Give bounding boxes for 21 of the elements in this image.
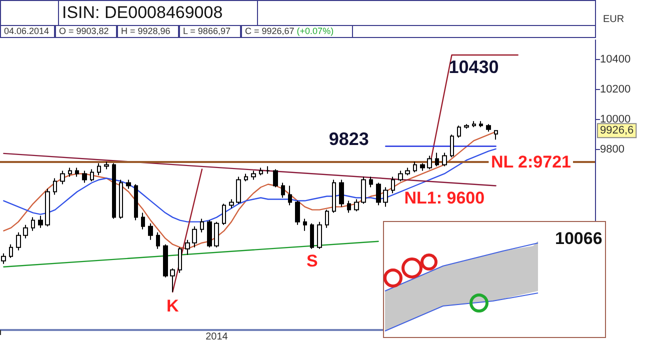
y-tick-label: 9800 (600, 144, 624, 156)
text: C = 9926,67 (245, 26, 294, 36)
text: 9926,6 (600, 124, 634, 137)
annotation: S (306, 251, 318, 270)
text: L = 9866,97 (179, 25, 241, 38)
annotation: K (166, 296, 180, 316)
text: H = 9928,96 (117, 25, 179, 38)
text: 04.06.2014 (0, 25, 55, 38)
ref-line-label: NL 2:9721 (490, 152, 571, 172)
y-tick-label: 10000 (600, 114, 631, 126)
x-tick-label: 2014 (206, 332, 228, 342)
y-tick-label: 10400 (600, 54, 631, 66)
text: (+0.07%) (296, 26, 334, 36)
y-tick-label: 10200 (600, 84, 631, 96)
text: EUR (603, 14, 624, 25)
annotation: 10430 (448, 57, 499, 78)
annotation: NL1: 9600 (404, 188, 485, 208)
annotation: 10066 (555, 229, 602, 249)
chart-title: ISIN: DE0008469008 (58, 0, 258, 26)
annotation: 9823 (328, 129, 369, 150)
text: O = 9903,82 (55, 25, 117, 38)
